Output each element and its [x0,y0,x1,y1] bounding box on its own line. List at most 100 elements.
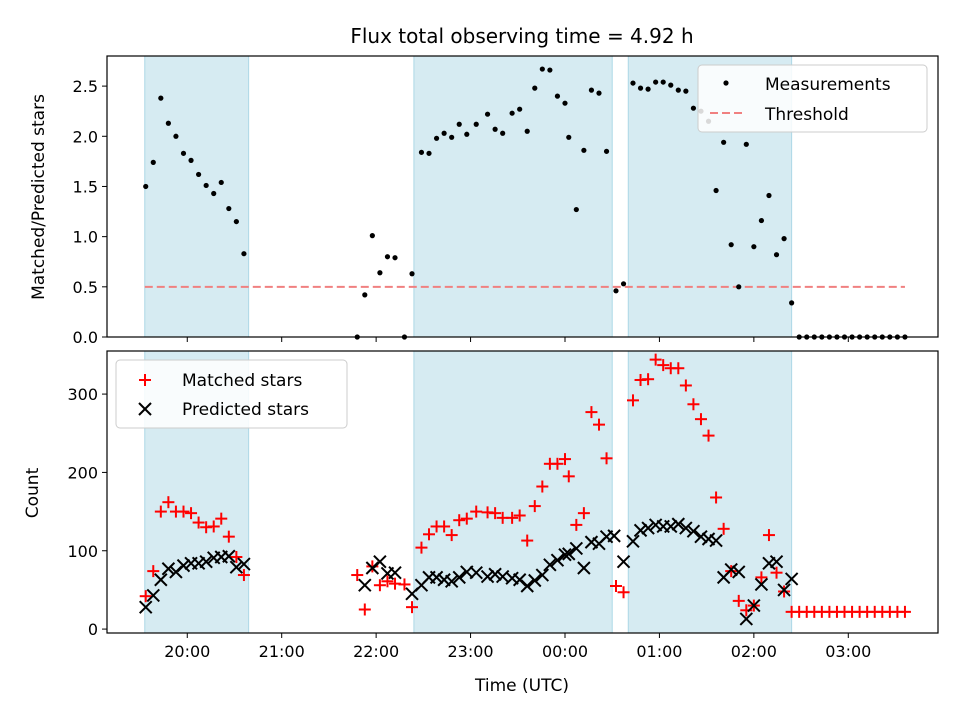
measurement-point [426,150,432,156]
measurements-legend-label: Measurements [765,75,891,95]
measurement-point [532,85,538,91]
measurement-point [392,255,398,261]
predicted-stars-point [747,598,761,613]
measurement-point [195,171,202,178]
matched-stars-point [192,516,205,529]
measurement-point [218,179,224,186]
matched-stars-point [215,512,228,525]
measurement-point [743,141,749,147]
x-tick-label: 02:00 [731,642,777,661]
measurement-point [675,87,681,93]
measurement-point [369,233,375,239]
bottom-panel: 0 100 200 300 20:00 21:00 22:00 23:00 00:00 01:0… [23,350,939,696]
top-panel: 0.0 0.5 1.0 1.5 2.0 2.5 Matched/Predicted sta… [29,55,939,347]
matched-stars-point [398,578,411,591]
measurement-point [637,85,644,91]
matched-stars-point [679,379,692,392]
measurement-point [362,292,368,298]
measurement-point [751,244,757,250]
bot-observing-interval-2 [627,350,793,634]
matched-stars-legend-label: Matched stars [182,371,302,391]
matched-stars-point [577,507,590,520]
predicted-stars-point [452,570,466,585]
measurement-point [241,251,247,257]
measurement-point [500,130,506,136]
predicted-stars-point [444,574,459,589]
measurement-point [143,183,149,190]
x-tick-label: 03:00 [825,642,871,661]
predicted-stars-point [229,560,244,574]
predicted-stars-point [732,565,746,579]
matched-stars-point [207,520,220,533]
matched-stars-point [415,541,428,554]
measurement-point [509,110,515,116]
predicted-stars-point [777,583,791,597]
matched-stars-point [358,603,371,616]
measurement-point [789,300,795,306]
matched-stars-point [237,569,250,582]
predicted-stars-point [784,572,799,586]
measurement-point [441,130,447,136]
y-tick-label: 1.5 [73,177,98,196]
predicted-stars-point [488,567,502,581]
predicted-stars-point [569,541,584,556]
top-legend-box [697,64,928,133]
matched-stars-point [513,509,526,522]
measurement-point [596,90,602,96]
measurement-point [721,139,727,145]
threshold-legend-label: Threshold [764,105,849,125]
predicted-stars-point [480,569,495,584]
top-observing-interval-1 [413,55,613,338]
measurement-point [226,205,232,212]
matched-stars-point [585,406,598,419]
measurement-point [180,150,187,156]
y-tick-label: 0.0 [73,328,98,347]
matched-stars-point [642,373,655,386]
bottom-plot-frame [106,350,939,634]
measurement-point [188,157,194,163]
matched-stars-point [177,505,190,518]
matched-stars-point [470,505,483,518]
matched-stars-point [725,565,738,578]
measurement-point [562,100,568,106]
measurement-point [620,281,627,287]
matched-stars-point [139,590,152,603]
matched-stars-point [702,429,715,442]
measurement-point [473,121,479,127]
predicted-stars-point [373,555,387,569]
top-legend: Measurements Threshold [697,64,928,133]
predicted-stars-point [607,529,621,543]
predicted-stars-point [154,573,168,587]
x-tick-label: 21:00 [259,642,305,661]
predicted-stars-point [388,565,402,580]
measurement-point [492,126,498,132]
measurement-point [645,86,651,92]
x-tick-label: 01:00 [636,642,682,661]
predicted-stars-point [237,557,251,571]
measurement-point [566,134,572,140]
y-tick-label: 2.0 [73,127,98,146]
predicted-stars-legend-marker [138,402,152,416]
measurement-point [384,254,391,260]
predicted-stars-point [520,579,534,593]
measurement-point [547,67,553,73]
predicted-stars-point [709,533,723,548]
measurement-point [539,66,545,72]
matched-stars-point [222,530,235,543]
matched-stars-point [381,575,394,588]
matched-stars-point [453,514,466,527]
measurement-point [736,284,742,290]
matched-stars-point [423,528,436,541]
matched-stars-legend-marker [139,374,151,386]
matched-stars-point [562,470,575,483]
bot-observing-interval-1 [413,350,613,634]
matched-stars-point [898,605,911,618]
x-tick-label: 23:00 [448,642,494,661]
x-tick-label: 20:00 [164,642,210,661]
measurement-point [409,271,415,277]
bottom-legend-box [115,359,348,429]
matched-stars-point [626,394,639,407]
matched-stars-point [672,362,685,375]
predicted-stars-point [724,562,738,577]
top-plot-frame [106,55,939,338]
